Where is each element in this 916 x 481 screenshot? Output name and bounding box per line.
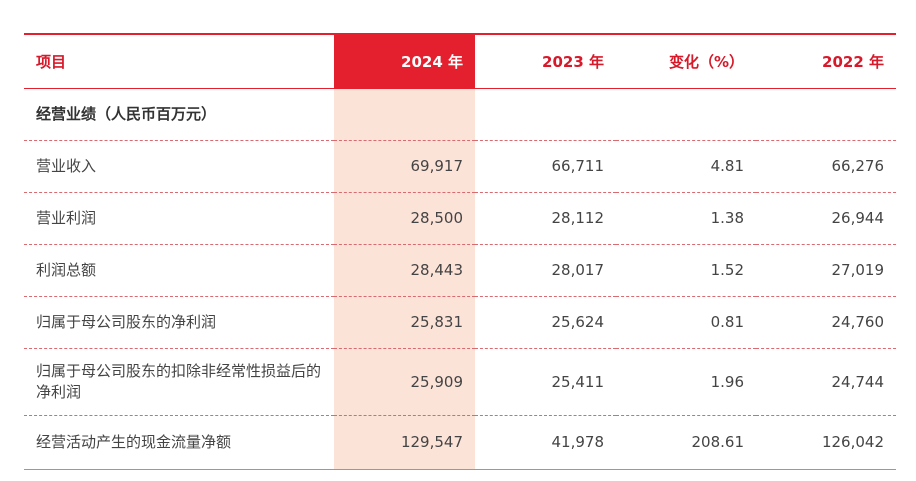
financial-table: 项目 2024 年 2023 年 变化（%） 2022 年 经营业绩（人民币百万… — [24, 33, 896, 470]
section-row: 经营业绩（人民币百万元） — [24, 88, 896, 140]
value-2023: 28,112 — [551, 209, 605, 227]
header-item: 项目 — [36, 52, 67, 71]
value-2022: 27,019 — [831, 261, 885, 279]
value-2022: 24,744 — [831, 372, 885, 391]
value-2023: 25,624 — [551, 313, 605, 331]
value-change: 1.96 — [710, 372, 744, 391]
section-2022-cell — [756, 88, 896, 140]
section-2023-cell — [475, 88, 616, 140]
value-change: 4.81 — [710, 157, 744, 175]
value-2022: 66,276 — [831, 157, 885, 175]
value-2024: 28,443 — [334, 244, 475, 296]
table-row: 经营活动产生的现金流量净额 129,547 41,978 208.61 126,… — [24, 415, 896, 469]
header-2024: 2024 年 — [334, 34, 475, 88]
section-2024-cell — [334, 88, 475, 140]
row-label: 经营活动产生的现金流量净额 — [36, 432, 232, 451]
value-change: 0.81 — [710, 313, 744, 331]
row-label: 归属于母公司股东的扣除非经常性损益后的净利润 — [36, 361, 322, 401]
row-label: 归属于母公司股东的净利润 — [36, 312, 217, 331]
value-2024: 25,831 — [334, 296, 475, 348]
value-2024: 25,909 — [334, 348, 475, 415]
value-2023: 25,411 — [551, 372, 605, 391]
value-change: 1.38 — [710, 209, 744, 227]
value-2022: 126,042 — [821, 433, 884, 451]
table-row: 营业收入 69,917 66,711 4.81 66,276 — [24, 140, 896, 192]
row-label: 利润总额 — [36, 260, 97, 279]
value-2023: 41,978 — [551, 433, 605, 451]
header-2023: 2023 年 — [542, 52, 604, 71]
value-2024: 69,917 — [334, 140, 475, 192]
value-2024: 129,547 — [334, 415, 475, 469]
header-2022: 2022 年 — [822, 52, 884, 71]
table-header: 项目 2024 年 2023 年 变化（%） 2022 年 — [24, 34, 896, 88]
section-change-cell — [616, 88, 756, 140]
value-2023: 66,711 — [551, 157, 605, 175]
table-row: 利润总额 28,443 28,017 1.52 27,019 — [24, 244, 896, 296]
table-row: 归属于母公司股东的扣除非经常性损益后的净利润 25,909 25,411 1.9… — [24, 348, 896, 415]
table-row: 营业利润 28,500 28,112 1.38 26,944 — [24, 192, 896, 244]
row-label: 营业收入 — [36, 156, 97, 175]
value-2023: 28,017 — [551, 261, 605, 279]
header-change: 变化（%） — [668, 52, 744, 71]
value-2022: 24,760 — [831, 313, 885, 331]
section-title: 经营业绩（人民币百万元） — [36, 104, 217, 123]
header-row: 项目 2024 年 2023 年 变化（%） 2022 年 — [24, 34, 896, 88]
value-2022: 26,944 — [831, 209, 885, 227]
value-change: 208.61 — [691, 433, 745, 451]
value-2024: 28,500 — [334, 192, 475, 244]
table-row: 归属于母公司股东的净利润 25,831 25,624 0.81 24,760 — [24, 296, 896, 348]
table-body: 经营业绩（人民币百万元） 营业收入 69,917 66,711 4.81 66,… — [24, 88, 896, 469]
value-change: 1.52 — [710, 261, 744, 279]
row-label: 营业利润 — [36, 208, 97, 227]
